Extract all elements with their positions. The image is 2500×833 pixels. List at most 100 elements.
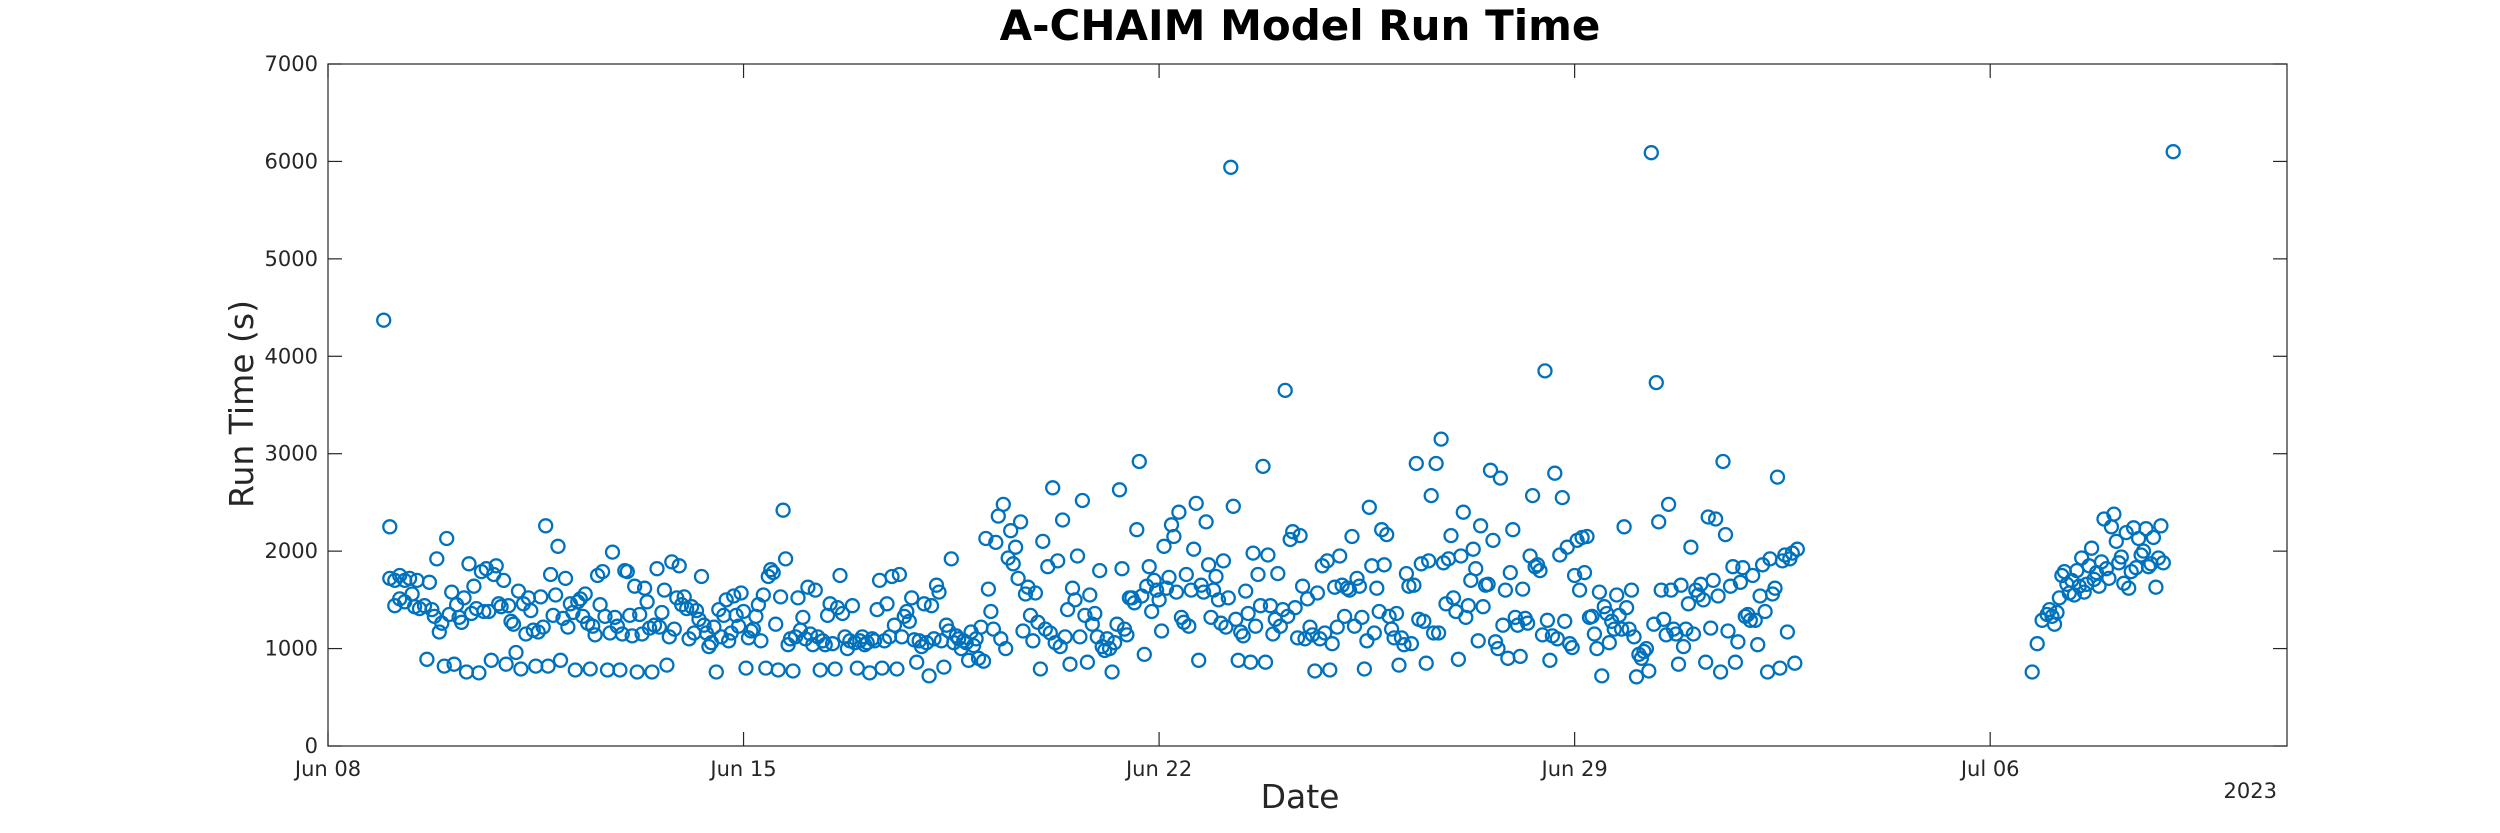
data-point <box>1332 548 1348 564</box>
data-point <box>2140 559 2157 575</box>
data-point <box>995 496 1011 513</box>
data-point <box>1067 592 1083 608</box>
data-point <box>1482 462 1499 478</box>
data-point <box>1628 669 1645 685</box>
data-point <box>926 631 942 647</box>
data-point <box>1220 590 1236 606</box>
data-point <box>649 561 665 577</box>
data-point <box>1492 470 1509 486</box>
data-point <box>2150 550 2167 566</box>
data-point <box>1188 495 1204 512</box>
data-point <box>1260 547 1276 563</box>
data-point <box>1054 512 1071 528</box>
data-point <box>1594 668 1610 684</box>
data-point <box>884 568 900 585</box>
data-point <box>582 661 598 677</box>
data-point <box>1294 578 1311 594</box>
data-point <box>894 629 910 645</box>
data-point <box>1314 558 1330 574</box>
data-point <box>1050 553 1066 569</box>
data-point <box>1151 592 1167 608</box>
data-point <box>1324 636 1340 652</box>
data-point <box>790 590 806 606</box>
data-point <box>1359 633 1375 649</box>
data-point <box>1193 577 1209 593</box>
x-tick-label: Jun 08 <box>293 757 361 781</box>
y-tick-label: 4000 <box>265 344 318 368</box>
data-point <box>2121 580 2137 596</box>
y-tick-label: 3000 <box>265 442 318 466</box>
data-point <box>693 568 710 585</box>
data-point <box>1171 504 1187 520</box>
data-point <box>1027 585 1044 601</box>
data-point <box>1225 498 1241 514</box>
data-point <box>1376 557 1392 573</box>
data-point <box>1470 633 1486 649</box>
data-point <box>538 518 554 534</box>
data-point <box>1366 625 1382 641</box>
data-point <box>1250 566 1266 583</box>
data-points <box>376 144 2181 685</box>
data-point <box>916 596 932 612</box>
data-point <box>1512 648 1528 665</box>
data-point <box>708 664 724 680</box>
data-point <box>1317 625 1333 641</box>
data-point <box>1346 618 1363 634</box>
data-point <box>1430 625 1447 641</box>
data-point <box>1200 557 1217 573</box>
data-point <box>827 661 843 677</box>
data-point <box>706 619 722 635</box>
data-point <box>2029 636 2045 652</box>
data-point <box>735 603 752 620</box>
data-point <box>1779 624 1796 640</box>
data-point <box>1413 556 1429 572</box>
data-point <box>1707 511 1724 527</box>
data-point <box>1223 159 1239 175</box>
data-point <box>639 594 655 610</box>
data-point <box>1153 623 1170 639</box>
data-point <box>1497 582 1514 598</box>
data-point <box>1242 654 1259 670</box>
data-point <box>800 579 816 595</box>
data-point <box>376 312 392 328</box>
data-point <box>2049 604 2065 621</box>
data-point <box>834 605 851 622</box>
data-point <box>1388 605 1405 622</box>
plot-frame <box>327 63 2288 747</box>
data-point <box>1428 455 1444 472</box>
data-point <box>604 544 621 560</box>
axis-ticks: 0 1000 2000 3000 4000 5000 6000 7000 Jun 08 Jun 1… <box>265 52 2287 781</box>
data-point <box>1720 623 1736 639</box>
data-point <box>1186 541 1202 557</box>
data-point <box>421 574 438 590</box>
data-point <box>1591 584 1608 600</box>
data-point <box>1406 577 1422 593</box>
data-point <box>493 599 509 615</box>
data-point <box>594 563 611 580</box>
data-point <box>1727 654 1744 670</box>
data-point <box>609 618 626 634</box>
data-point <box>1698 654 1714 670</box>
data-point <box>889 661 905 677</box>
data-point <box>1618 600 1635 616</box>
data-point <box>980 581 997 597</box>
data-point <box>1460 598 1476 614</box>
data-point <box>1767 580 1783 596</box>
data-point <box>1238 583 1254 599</box>
data-point <box>1537 363 1553 379</box>
data-point <box>651 619 668 635</box>
data-point <box>1289 630 1306 646</box>
data-point <box>2108 533 2124 550</box>
data-point <box>1678 621 1694 637</box>
data-point <box>718 592 734 608</box>
data-point <box>936 659 952 675</box>
data-point <box>738 660 754 676</box>
data-point <box>812 662 828 678</box>
data-point <box>817 637 833 653</box>
data-point <box>726 588 742 604</box>
data-point <box>1623 582 1640 598</box>
data-point <box>401 570 418 587</box>
data-point <box>661 629 677 645</box>
data-point <box>1710 588 1726 604</box>
data-point <box>483 652 499 668</box>
